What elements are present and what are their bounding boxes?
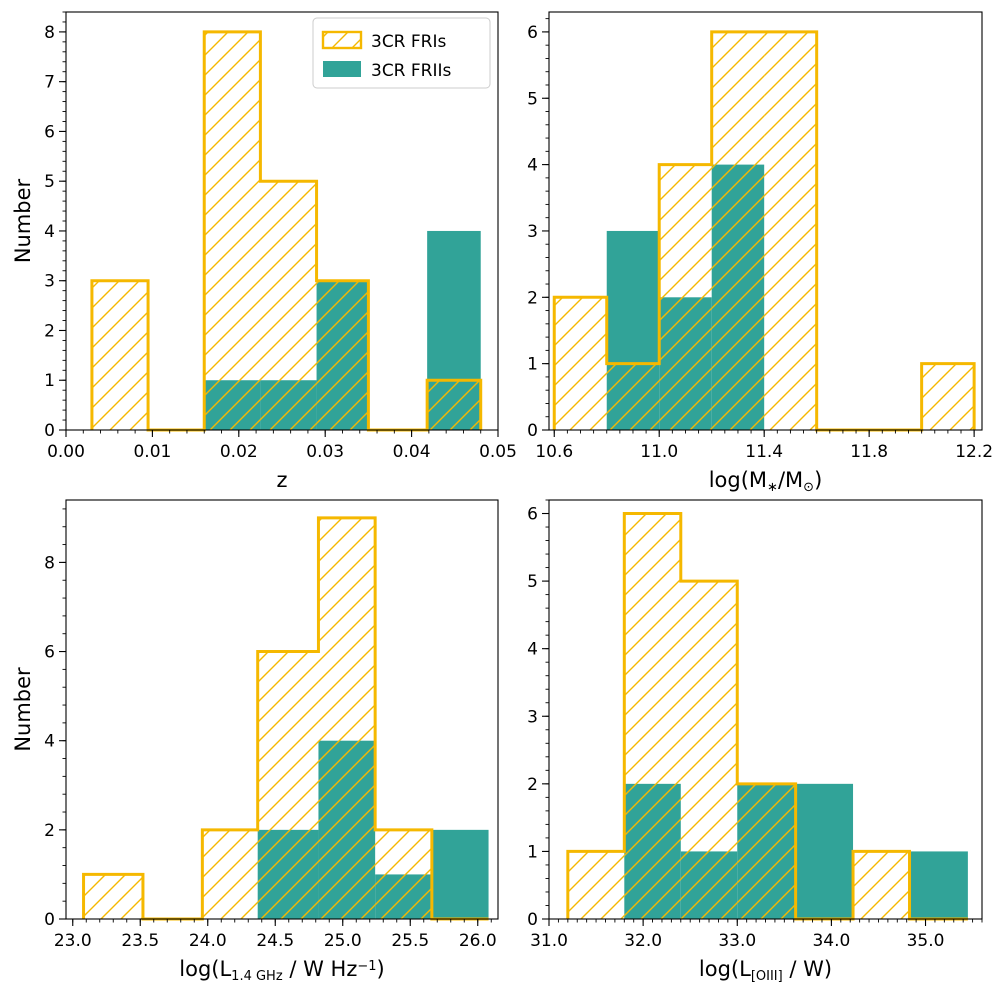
y-tick-label: 2 [44, 321, 55, 341]
y-tick-label: 2 [527, 288, 538, 308]
x-tick-label: 11.4 [745, 442, 783, 462]
fri-bar [680, 581, 738, 919]
x-tick-label: 0.03 [306, 442, 344, 462]
x-tick-label: 0.01 [133, 442, 171, 462]
fri-bar [257, 651, 319, 919]
y-tick-label: 0 [527, 910, 538, 930]
x-tick-label: 34.0 [812, 931, 850, 951]
fri-bar [659, 164, 712, 430]
y-tick-label: 4 [527, 640, 538, 660]
y-tick-label: 4 [527, 156, 538, 176]
fri-bar [318, 517, 376, 919]
x-tick-label: 33.0 [718, 931, 756, 951]
y-tick-label: 0 [44, 421, 55, 441]
y-tick-label: 5 [44, 172, 55, 192]
axes-frame [65, 499, 499, 920]
x-tick-label: 12.2 [955, 442, 993, 462]
fri-bar [554, 297, 607, 430]
x-axis-title: z [276, 468, 287, 492]
x-tick-label: 0.05 [479, 442, 517, 462]
y-tick-label: 6 [44, 122, 55, 142]
y-tick-label: 0 [527, 421, 538, 441]
y-tick-label: 3 [44, 272, 55, 292]
y-tick-label: 0 [44, 910, 55, 930]
y-tick-label: 2 [44, 821, 55, 841]
fri-bar [606, 363, 660, 430]
fri-bar [375, 829, 432, 919]
y-tick-label: 4 [44, 222, 55, 242]
x-tick-label: 11.8 [850, 442, 888, 462]
y-tick-label: 4 [44, 732, 55, 752]
x-tick-label: 25.5 [391, 931, 429, 951]
x-tick-label: 23.0 [54, 931, 92, 951]
legend: 3CR FRIs 3CR FRIIs [312, 17, 491, 89]
y-tick-label: 8 [44, 553, 55, 573]
y-tick-label: 7 [44, 73, 55, 93]
y-tick-label: 6 [527, 505, 538, 525]
panel-oiii-luminosity: 31.0 32.0 33.0 34.0 35.0 0 1 2 3 4 5 6 log(L[OIII] /… [527, 499, 983, 984]
fri-bar [316, 280, 369, 430]
x-tick-label: 23.5 [121, 931, 159, 951]
y-axis-title: Number [11, 667, 35, 752]
y-tick-label: 6 [527, 23, 538, 43]
x-tick-label: 24.0 [189, 931, 227, 951]
legend-fri-label: 3CR FRIs [371, 32, 447, 52]
y-tick-label: 6 [44, 643, 55, 663]
y-tick-label: 1 [44, 371, 55, 391]
x-axis-title: log(M∗/M⊙) [709, 468, 823, 495]
fri-bar [921, 363, 975, 430]
x-tick-label: 32.0 [624, 931, 662, 951]
legend-fri-swatch [321, 30, 363, 50]
fri-bar [624, 513, 681, 919]
x-axis-title: log(L[OIII] / W) [699, 957, 832, 984]
legend-frii-label: 3CR FRIIs [371, 61, 452, 81]
y-tick-label: 5 [527, 89, 538, 109]
y-tick-label: 8 [44, 23, 55, 43]
fri-bar [91, 280, 149, 430]
y-tick-label: 3 [527, 222, 538, 242]
fri-bar [853, 851, 910, 919]
fri-bar [737, 783, 796, 919]
legend-frii-swatch [323, 61, 361, 77]
x-tick-label: 11.0 [640, 442, 678, 462]
axes-frame [548, 11, 983, 431]
y-tick-label: 1 [527, 355, 538, 375]
panel-redshift: 0.00 0.01 0.02 0.03 0.04 0.05 0 1 2 3 4 5 6 7 8 z Number… [11, 11, 517, 492]
x-tick-label: 0.04 [393, 442, 431, 462]
x-tick-label: 0.00 [47, 442, 85, 462]
x-tick-label: 0.02 [220, 442, 258, 462]
fri-step-outline [82, 516, 489, 921]
x-tick-label: 25.0 [324, 931, 362, 951]
fri-bar [567, 851, 625, 919]
fri-step-outline [552, 30, 976, 432]
y-tick-label: 2 [527, 775, 538, 795]
panel-radio-luminosity: 23.0 23.5 24.0 24.5 25.0 25.5 26.0 0 2 4 6 8 log(L1.… [11, 499, 499, 984]
fri-step-outline [90, 30, 483, 432]
y-tick-label: 1 [527, 842, 538, 862]
y-tick-label: 3 [527, 707, 538, 727]
x-tick-label: 31.0 [530, 931, 568, 951]
fri-bar [764, 31, 817, 431]
fri-bar [204, 31, 261, 431]
fri-step-outline [566, 512, 968, 921]
fri-bar [711, 31, 765, 431]
x-tick-label: 10.6 [535, 442, 573, 462]
fri-bar [83, 874, 143, 919]
y-axis-title: Number [11, 178, 35, 263]
fri-bar [260, 181, 317, 430]
frii-bar [431, 829, 489, 919]
panel-stellar-mass: 10.6 11.0 11.4 11.8 12.2 0 1 2 3 4 5 6 log(M∗/M⊙) [527, 11, 993, 495]
fri-bar [427, 380, 481, 430]
x-tick-label: 26.0 [459, 931, 497, 951]
fri-bar [202, 829, 258, 919]
frii-bar [909, 851, 968, 919]
y-tick-label: 5 [527, 572, 538, 592]
x-tick-label: 35.0 [907, 931, 945, 951]
x-axis-title: log(L1.4 GHz / W Hz−1) [179, 957, 384, 984]
frii-bar [795, 783, 854, 919]
x-tick-label: 24.5 [256, 931, 294, 951]
